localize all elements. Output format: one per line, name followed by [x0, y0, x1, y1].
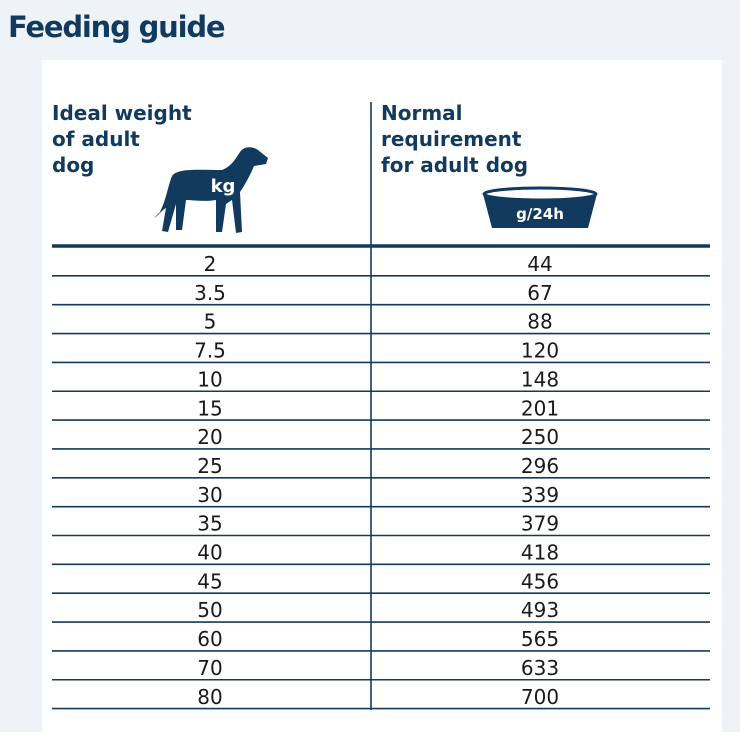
column-header-line: Normal [381, 101, 463, 125]
table-cell: 296 [521, 454, 559, 478]
table-cell: 15 [197, 396, 222, 420]
table-cell: 20 [197, 425, 222, 449]
table-cell: 70 [197, 656, 222, 680]
icon-label: kg [211, 176, 236, 197]
table-cell: 633 [521, 656, 559, 680]
table-cell: 250 [521, 425, 559, 449]
table-cell: 80 [197, 685, 222, 709]
table-cell: 339 [521, 483, 559, 507]
table-cell: 5 [204, 310, 217, 334]
table-cell: 10 [197, 367, 222, 391]
table-cell: 67 [527, 281, 552, 305]
table-cell: 2 [204, 252, 217, 276]
table-cell: 565 [521, 627, 559, 651]
table-cell: 7.5 [194, 339, 226, 363]
table-cell: 148 [521, 367, 559, 391]
top-bar: Feeding guide [0, 0, 740, 60]
column-header-line: of adult [52, 127, 140, 151]
table-cell: 493 [521, 598, 559, 622]
table-cell: 60 [197, 627, 222, 651]
table-cell: 456 [521, 569, 559, 593]
icon-label: g/24h [516, 205, 564, 223]
table-cell: 45 [197, 569, 222, 593]
table-cell: 120 [521, 339, 559, 363]
table-cell: 44 [527, 252, 552, 276]
table-cell: 3.5 [194, 281, 226, 305]
table-cell: 35 [197, 512, 222, 536]
page-title: Feeding guide [8, 10, 226, 44]
table-cell: 201 [521, 396, 559, 420]
table-cell: 88 [527, 310, 552, 334]
table-cell: 30 [197, 483, 222, 507]
card [42, 60, 722, 732]
bowl-rim [482, 186, 598, 202]
table-cell: 40 [197, 541, 222, 565]
dog-icon [154, 147, 268, 233]
column-header-line: for adult dog [381, 153, 528, 177]
column-header-line: requirement [381, 127, 522, 151]
table-cell: 379 [521, 512, 559, 536]
table-cell: 418 [521, 541, 559, 565]
table-cell: 50 [197, 598, 222, 622]
table-cell: 25 [197, 454, 222, 478]
column-header-line: dog [52, 153, 94, 177]
column-header-line: Ideal weight [52, 101, 192, 125]
table-cell: 700 [521, 685, 559, 709]
